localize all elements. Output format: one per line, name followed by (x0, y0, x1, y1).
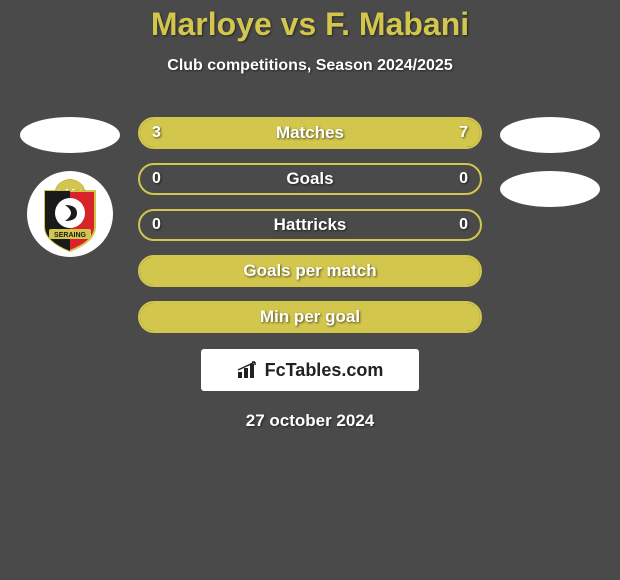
subtitle: Club competitions, Season 2024/2025 (0, 57, 620, 75)
left-column: SERAING (20, 117, 120, 257)
footer-date: 27 october 2024 (0, 411, 620, 431)
footer-brand-text: FcTables.com (265, 360, 384, 381)
right-column (500, 117, 600, 207)
main-row: SERAING 37Matches 00Goals 00Hattricks Goals… (0, 117, 620, 333)
stat-bar: 00Goals (138, 163, 482, 195)
bar-label: Min per goal (140, 303, 480, 331)
stat-bar: 00Hattricks (138, 209, 482, 241)
stat-bar: Goals per match (138, 255, 482, 287)
bar-label: Matches (140, 119, 480, 147)
club-name-text: SERAING (54, 232, 86, 239)
left-club-badge: SERAING (27, 171, 113, 257)
left-player-avatar (20, 117, 120, 153)
bar-label: Hattricks (140, 211, 480, 239)
bars-icon (237, 361, 259, 379)
right-player-avatar (500, 117, 600, 153)
right-club-badge (500, 171, 600, 207)
bar-label: Goals (140, 165, 480, 193)
stat-bar: Min per goal (138, 301, 482, 333)
page-title: Marloye vs F. Mabani (0, 6, 620, 43)
stat-bar: 37Matches (138, 117, 482, 149)
stats-bars: 37Matches 00Goals 00Hattricks Goals per mat… (138, 117, 482, 333)
club-crest-icon: SERAING (37, 175, 103, 253)
bar-label: Goals per match (140, 257, 480, 285)
footer-brand-badge: FcTables.com (201, 349, 419, 391)
